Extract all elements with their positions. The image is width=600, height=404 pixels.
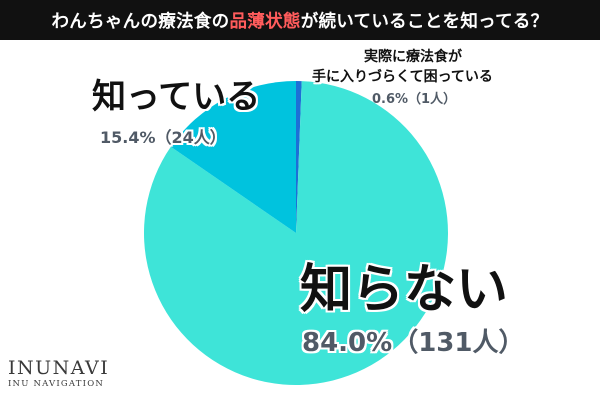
slice-shitteiru	[170, 81, 296, 233]
slice-shiranai	[143, 81, 448, 386]
slice-value-komatteiru: 0.6%（1人）	[372, 92, 457, 107]
pie-chart	[143, 81, 448, 386]
slice-label-shitteiru: 知っている	[92, 77, 261, 117]
slice-komatteiru	[296, 81, 302, 233]
slice-label-komatteiru-line1: 実際に療法食が	[364, 49, 462, 65]
chart-title: わんちゃんの療法食の 品薄状態 が続いていることを知ってる？	[0, 0, 600, 40]
slice-value-shitteiru: 15.4%（24人）	[100, 128, 226, 147]
pie-chart-area: 知らない 84.0%（131人） 知っている 15.4%（24人） 実際に療法食…	[0, 40, 600, 400]
logo-main-text: INUNAVI	[8, 357, 110, 379]
inunavi-logo: INUNAVI INU NAVIGATION	[8, 358, 109, 389]
title-text-before: わんちゃんの療法食の	[51, 11, 230, 32]
logo-sub-text: INU NAVIGATION	[8, 379, 105, 389]
title-text-highlight: 品薄状態	[229, 11, 301, 32]
slice-label-komatteiru-line2: 手に入りづらくて困っている	[312, 69, 493, 85]
title-text-after: が続いていることを知ってる？	[300, 11, 549, 32]
slice-label-shiranai: 知らない	[300, 260, 509, 320]
slice-value-shiranai: 84.0%（131人）	[302, 328, 525, 358]
